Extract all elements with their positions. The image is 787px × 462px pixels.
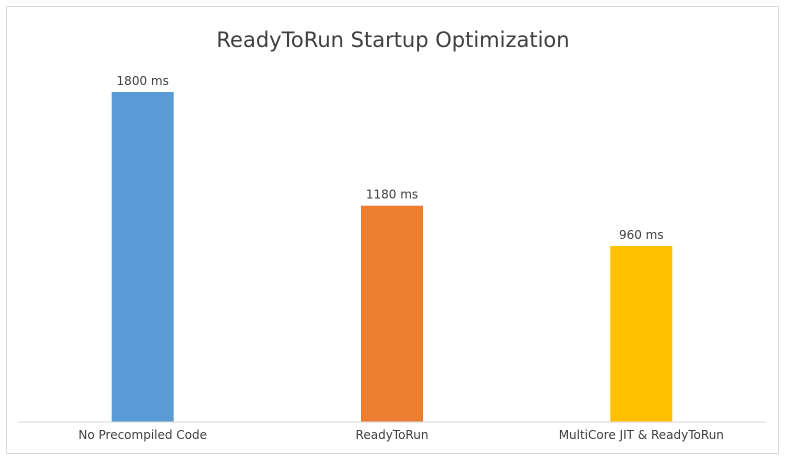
x-tick-label-1: ReadyToRun — [356, 428, 429, 442]
data-label-2: 960 ms — [619, 228, 664, 242]
x-tick-label-2: MultiCore JIT & ReadyToRun — [559, 428, 724, 442]
x-tick-label-0: No Precompiled Code — [78, 428, 207, 442]
data-label-1: 1180 ms — [366, 188, 418, 202]
bar-0 — [111, 92, 174, 422]
x-tick-labels-group: No Precompiled Code ReadyToRun MultiCore J… — [78, 428, 724, 442]
chart-title: ReadyToRun Startup Optimization — [216, 28, 569, 52]
bar-1 — [361, 205, 423, 422]
data-label-0: 1800 ms — [117, 74, 169, 88]
bars-group — [111, 92, 673, 422]
data-labels-group: 1800 ms 1180 ms 960 ms — [117, 74, 664, 242]
bar-2 — [610, 246, 673, 422]
